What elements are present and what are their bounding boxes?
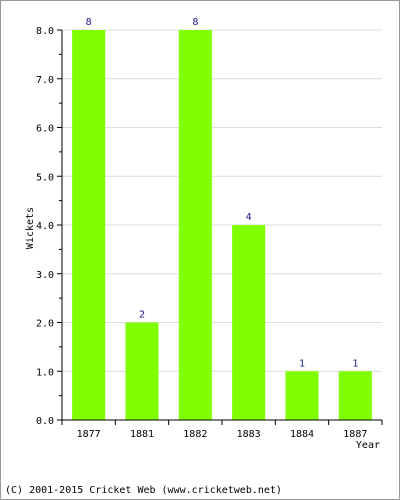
x-tick-label: 1884 xyxy=(290,429,314,440)
x-axis-ticks: 1877 1881 1882 1883 1884 1887 xyxy=(61,420,383,440)
data-label-1881: 2 xyxy=(139,310,145,321)
y-tick-label: 8.0 xyxy=(36,26,54,37)
bar-1877 xyxy=(72,30,106,420)
bar-1887 xyxy=(338,371,372,420)
y-tick-label: 1.0 xyxy=(36,367,54,378)
bar-1882 xyxy=(178,30,212,420)
bar-1883 xyxy=(232,225,266,420)
bar-1884 xyxy=(285,371,319,420)
x-tick-label: 1887 xyxy=(343,429,367,440)
y-tick-label: 3.0 xyxy=(36,270,54,281)
bar-1881 xyxy=(125,322,159,420)
y-tick-label: 2.0 xyxy=(36,319,54,330)
data-label-1877: 8 xyxy=(86,17,92,28)
data-label-1884: 1 xyxy=(299,358,305,369)
y-tick-label: 0.0 xyxy=(36,416,54,427)
data-label-1882: 8 xyxy=(192,17,198,28)
bars xyxy=(72,30,372,420)
y-tick-label: 5.0 xyxy=(36,172,54,183)
y-axis-ticks: 0.0 1.0 2.0 3.0 4.0 5.0 6.0 7.0 8.0 xyxy=(36,26,62,427)
copyright-footer: (C) 2001-2015 Cricket Web (www.cricketwe… xyxy=(5,485,282,496)
y-tick-label: 4.0 xyxy=(36,221,54,232)
x-axis-title: Year xyxy=(356,440,380,451)
x-tick-label: 1881 xyxy=(130,429,154,440)
y-tick-label: 6.0 xyxy=(36,124,54,135)
data-label-1883: 4 xyxy=(246,212,252,223)
x-tick-label: 1882 xyxy=(183,429,207,440)
grid-lines xyxy=(62,29,382,372)
x-tick-label: 1877 xyxy=(77,429,101,440)
y-tick-label: 7.0 xyxy=(36,75,54,86)
data-label-1887: 1 xyxy=(352,358,358,369)
y-axis-title: Wickets xyxy=(25,207,36,249)
x-tick-label: 1883 xyxy=(237,429,261,440)
data-labels: 8 2 8 4 1 1 xyxy=(86,17,359,369)
